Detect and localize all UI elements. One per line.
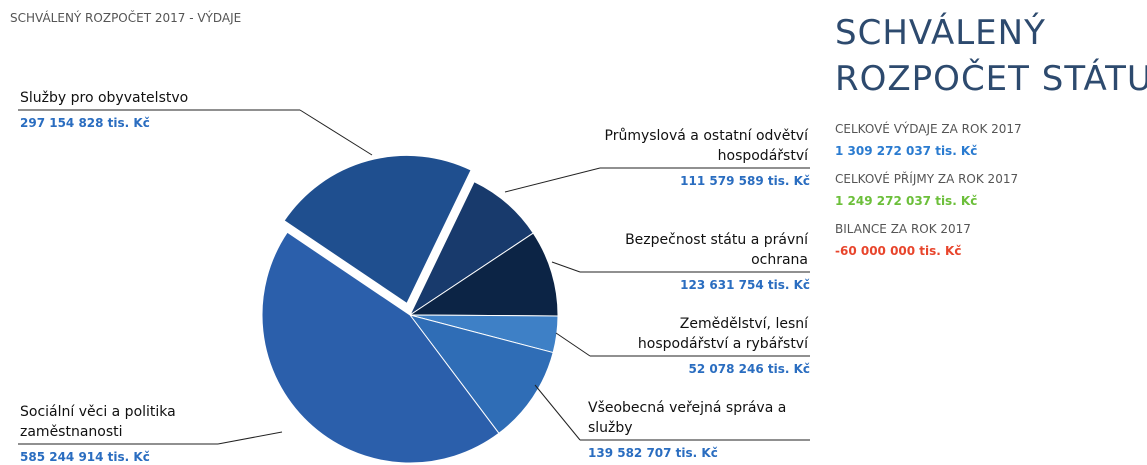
value-label: 297 154 828 tis. Kč: [20, 116, 150, 130]
value-label: 52 078 246 tis. Kč: [688, 362, 810, 376]
summary-label: BILANCE ZA ROK 2017: [835, 222, 971, 236]
category-label: Služby pro obyvatelstvo: [20, 90, 189, 106]
chart-title: SCHVÁLENÝ ROZPOČET 2017 - VÝDAJE: [10, 10, 241, 25]
value-label: 123 631 754 tis. Kč: [680, 278, 810, 292]
label-box: Služby pro obyvatelstvo 297 154 828 tis. …: [18, 78, 300, 130]
category-label: Všeobecná veřejná správa a služby: [588, 400, 787, 436]
label-box: Průmyslová a ostatní odvětví hospodářstv…: [600, 124, 811, 188]
summary-panel: SCHVÁLENÝ ROZPOČET STÁTU CELKOVÉ VÝDAJE ZA…: [835, 10, 1147, 258]
value-label: 111 579 589 tis. Kč: [680, 174, 810, 188]
label-box: Sociální věci a politika zaměstnanosti 58…: [18, 400, 218, 464]
value-label: 139 582 707 tis. Kč: [588, 446, 718, 460]
leader-line: [504, 167, 601, 193]
slice-label: Zemědělství, lesní hospodářství a rybářs…: [590, 312, 810, 376]
leader-line: [299, 109, 373, 156]
label-box: Bezpečnost státu a právní ochrana 123 631…: [580, 228, 810, 292]
leader-line: [534, 384, 581, 441]
leader-line: [551, 261, 581, 273]
pie-slice: [283, 154, 472, 305]
chart: SCHVÁLENÝ ROZPOČET 2017 - VÝDAJE Služby …: [10, 10, 811, 464]
label-box: Zemědělství, lesní hospodářství a rybářs…: [590, 312, 810, 376]
category-label: Bezpečnost státu a právní ochrana: [625, 232, 808, 268]
slice-label: Bezpečnost státu a právní ochrana 123 631…: [580, 228, 810, 292]
summary-label: CELKOVÉ PŘÍJMY ZA ROK 2017: [835, 172, 1019, 186]
label-box: Všeobecná veřejná správa a služby 139 582…: [580, 396, 810, 460]
spacer: [835, 102, 1147, 108]
category-label: Sociální věci a politika zaměstnanosti: [20, 404, 176, 440]
leader-line: [217, 431, 283, 445]
slice-label: Všeobecná veřejná správa a služby 139 582…: [580, 396, 810, 460]
value-label: 585 244 914 tis. Kč: [20, 450, 150, 464]
category-label: Průmyslová a ostatní odvětví hospodářstv…: [604, 128, 809, 164]
pie-slice: [408, 232, 559, 317]
summary-title: ROZPOČET STÁTU: [835, 59, 1147, 99]
summary-value: 1 309 272 037 tis. Kč: [835, 144, 978, 158]
pie-slice: [261, 231, 500, 464]
summary-value: 1 249 272 037 tis. Kč: [835, 194, 978, 208]
slice-label: Sociální věci a politika zaměstnanosti 58…: [18, 400, 218, 464]
slice-label: Průmyslová a ostatní odvětví hospodářstv…: [600, 124, 811, 188]
pie-slice: [408, 314, 554, 435]
slice-label: Služby pro obyvatelstvo 297 154 828 tis. …: [18, 78, 300, 130]
summary-label: CELKOVÉ VÝDAJE ZA ROK 2017: [835, 122, 1022, 136]
summary-title: SCHVÁLENÝ: [835, 13, 1046, 53]
summary-value: -60 000 000 tis. Kč: [835, 244, 962, 258]
leader-line: [555, 332, 591, 357]
category-label: Zemědělství, lesní hospodářství a rybářs…: [637, 316, 808, 352]
